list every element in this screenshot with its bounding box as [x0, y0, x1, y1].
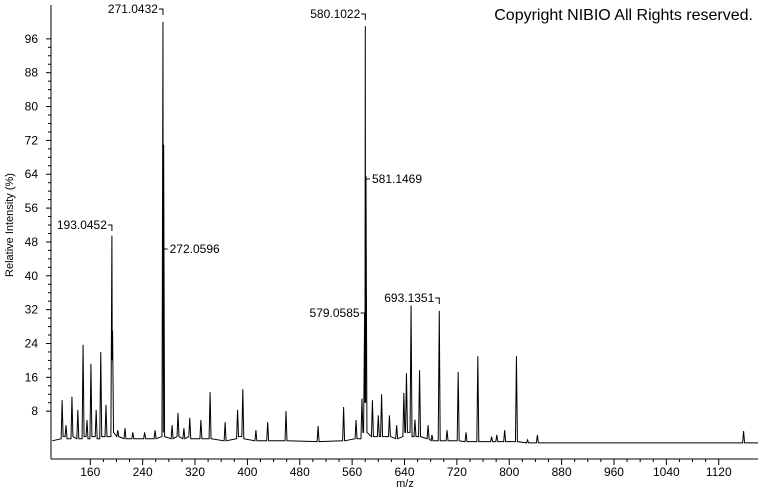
- y-tick-label: 8: [31, 404, 38, 418]
- peak-label: 272.0596: [170, 242, 220, 256]
- copyright: Copyright NIBIO All Rights reserved.: [494, 7, 753, 24]
- x-tick-label: 960: [604, 465, 624, 479]
- x-tick-label: 480: [290, 465, 310, 479]
- peak-label: 271.0432: [108, 2, 158, 16]
- y-tick-label: 56: [25, 201, 39, 215]
- annotation-bracket: [158, 8, 164, 15]
- annotation-bracket: [361, 13, 366, 20]
- x-tick-label: 1120: [706, 465, 732, 479]
- x-tick-label: 320: [185, 465, 205, 479]
- peak-label: 580.1022: [310, 7, 360, 21]
- x-tick-label: 240: [133, 465, 153, 479]
- spectrum-line: [52, 21, 758, 444]
- y-tick-label: 88: [25, 66, 39, 80]
- y-tick-label: 16: [25, 370, 39, 384]
- y-tick-label: 64: [25, 167, 39, 181]
- x-tick-label: 880: [552, 465, 572, 479]
- peak-label: 693.1351: [384, 291, 434, 305]
- x-tick-label: 800: [499, 465, 519, 479]
- x-tick-label: 560: [342, 465, 362, 479]
- x-tick-label: 640: [394, 465, 414, 479]
- y-tick-label: 32: [25, 303, 39, 317]
- x-tick-label: 1040: [653, 465, 680, 479]
- annotation-bracket: [360, 312, 366, 317]
- annotation-bracket: [435, 297, 440, 304]
- y-tick-label: 40: [25, 269, 39, 283]
- y-axis-label: Relative Intensity (%): [4, 173, 16, 277]
- y-tick-label: 48: [25, 235, 39, 249]
- peak-label: 193.0452: [57, 218, 107, 232]
- x-tick-label: 160: [80, 465, 100, 479]
- y-tick-label: 80: [25, 100, 39, 114]
- annotation-bracket: [107, 224, 113, 231]
- y-tick-label: 72: [25, 133, 39, 147]
- peak-label: 579.0585: [310, 306, 360, 320]
- x-tick-label: 720: [447, 465, 467, 479]
- peak-label: 581.1469: [372, 172, 422, 186]
- y-tick-label: 96: [25, 32, 39, 46]
- y-tick-label: 24: [25, 336, 39, 350]
- x-axis-label: m/z: [396, 478, 414, 490]
- x-tick-label: 400: [237, 465, 257, 479]
